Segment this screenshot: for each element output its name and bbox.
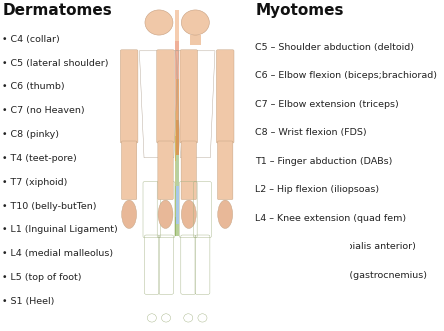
Ellipse shape	[145, 10, 173, 35]
FancyBboxPatch shape	[181, 141, 196, 200]
Bar	[176, 10, 215, 41]
FancyBboxPatch shape	[157, 50, 174, 143]
Bar	[139, 255, 178, 293]
Bar	[139, 10, 178, 41]
Text: L4 – Knee extension (quad fem): L4 – Knee extension (quad fem)	[255, 214, 406, 223]
Text: • C6 (thumb): • C6 (thumb)	[2, 82, 65, 91]
Bar	[139, 293, 178, 324]
Bar	[158, 236, 160, 324]
Bar	[139, 161, 178, 186]
Bar	[176, 120, 215, 155]
Bar	[176, 261, 215, 293]
Text: C8 – Wrist flexion (FDS): C8 – Wrist flexion (FDS)	[255, 128, 367, 137]
Bar	[194, 236, 196, 324]
Bar	[0, 0, 175, 331]
Text: C6 – Elbow flexion (biceps;brachiorad): C6 – Elbow flexion (biceps;brachiorad)	[255, 71, 437, 80]
Bar	[179, 236, 224, 324]
Bar	[179, 0, 444, 331]
Text: L2 – Hip flexion (iliopsoas): L2 – Hip flexion (iliopsoas)	[255, 185, 380, 194]
FancyBboxPatch shape	[180, 50, 198, 143]
Text: S1 – Plantar flexion (gastrocnemius): S1 – Plantar flexion (gastrocnemius)	[255, 271, 427, 280]
Bar	[190, 35, 201, 44]
Text: T1 – Finger abduction (DABs): T1 – Finger abduction (DABs)	[255, 157, 392, 166]
Bar	[176, 41, 215, 79]
Bar	[139, 136, 178, 161]
Bar	[139, 186, 178, 217]
Text: • L4 (medial malleolus): • L4 (medial malleolus)	[2, 249, 113, 258]
Bar	[176, 79, 215, 120]
Bar	[139, 217, 178, 255]
Bar	[139, 79, 178, 111]
Bar	[176, 186, 215, 224]
Text: • C4 (collar): • C4 (collar)	[2, 35, 60, 44]
FancyBboxPatch shape	[122, 141, 137, 200]
Text: • C8 (pinky): • C8 (pinky)	[2, 130, 59, 139]
Text: • C7 (no Heaven): • C7 (no Heaven)	[2, 106, 85, 115]
Bar	[176, 224, 215, 261]
Text: • L5 (top of foot): • L5 (top of foot)	[2, 273, 82, 282]
Bar	[176, 293, 215, 324]
FancyBboxPatch shape	[120, 50, 138, 143]
Text: C7 – Elbow extension (triceps): C7 – Elbow extension (triceps)	[255, 100, 399, 109]
Bar	[0, 0, 139, 331]
Bar	[154, 35, 164, 44]
Ellipse shape	[158, 200, 173, 228]
Ellipse shape	[122, 200, 137, 228]
Ellipse shape	[218, 200, 233, 228]
Text: L5 – Dorsiflexion (tibialis anterior): L5 – Dorsiflexion (tibialis anterior)	[255, 242, 416, 251]
Text: • T10 (belly-butTen): • T10 (belly-butTen)	[2, 202, 97, 211]
Text: • S1 (Heel): • S1 (Heel)	[2, 297, 55, 306]
Bar	[176, 155, 215, 186]
Bar	[139, 236, 277, 324]
Bar	[175, 236, 350, 324]
Text: • L1 (Inguinal Ligament): • L1 (Inguinal Ligament)	[2, 225, 118, 234]
Text: C5 – Shoulder abduction (deltoid): C5 – Shoulder abduction (deltoid)	[255, 43, 414, 52]
Text: Myotomes: Myotomes	[255, 3, 344, 18]
FancyBboxPatch shape	[216, 50, 234, 143]
Ellipse shape	[181, 200, 196, 228]
Text: • C5 (lateral shoulder): • C5 (lateral shoulder)	[2, 59, 109, 68]
Bar	[139, 111, 178, 136]
Text: Dermatomes: Dermatomes	[2, 3, 112, 18]
FancyBboxPatch shape	[158, 141, 173, 200]
Text: • T7 (xiphoid): • T7 (xiphoid)	[2, 178, 67, 187]
Ellipse shape	[181, 10, 209, 35]
Text: • T4 (teet-pore): • T4 (teet-pore)	[2, 154, 77, 163]
FancyBboxPatch shape	[218, 141, 233, 200]
Bar	[216, 0, 444, 331]
Bar	[216, 236, 260, 324]
Bar	[139, 41, 178, 79]
